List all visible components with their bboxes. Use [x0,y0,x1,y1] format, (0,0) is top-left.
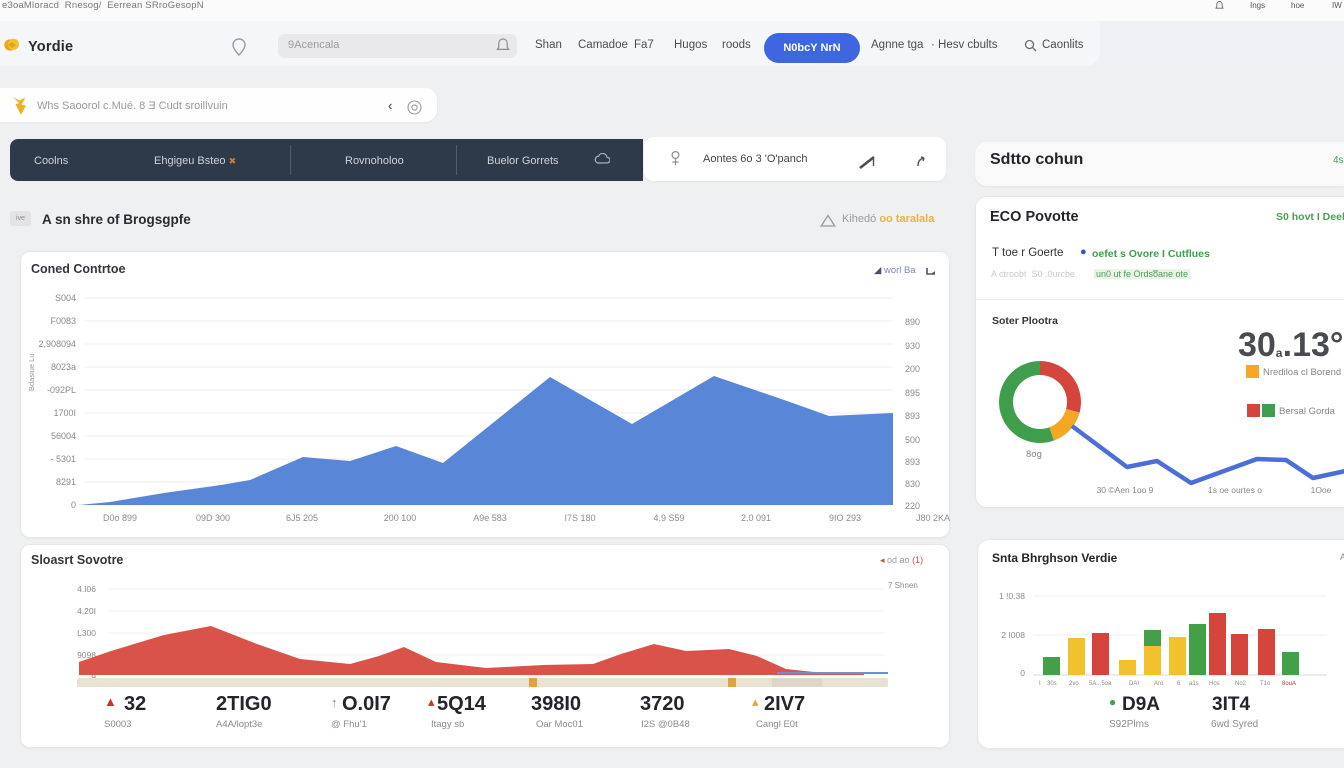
svg-text:56004: 56004 [51,431,76,441]
svg-text:8ouA: 8ouA [1282,681,1296,687]
svg-text:1Ooe: 1Ooe [1311,485,1332,495]
svg-text:6J5 205: 6J5 205 [286,513,318,523]
svg-text:930: 930 [905,341,920,351]
svg-text:6: 6 [1177,681,1181,687]
svg-text:1s oe ourtes o: 1s oe ourtes o [1208,485,1262,495]
svg-text:0: 0 [1020,668,1025,678]
svg-text:9098: 9098 [77,650,96,660]
svg-text:30s: 30s [1047,681,1057,687]
svg-text:09D 300: 09D 300 [196,513,230,523]
svg-text:D0o 899: D0o 899 [103,513,137,523]
svg-text:DAI: DAI [1129,681,1139,687]
svg-text:500: 500 [905,435,920,445]
svg-text:8023a: 8023a [51,362,76,372]
svg-text:T1o: T1o [1260,681,1271,687]
svg-text:0: 0 [71,500,76,510]
svg-text:2,908094: 2,908094 [38,339,76,349]
svg-text:9IO 293: 9IO 293 [829,513,861,523]
svg-text:8oɡ: 8oɡ [1026,449,1042,460]
svg-text:893: 893 [905,457,920,467]
svg-text:5A...5oa: 5A...5oa [1089,681,1112,687]
svg-text:-092PL: -092PL [47,385,76,395]
svg-text:F0083: F0083 [50,316,76,326]
svg-text:A9e 583: A9e 583 [473,513,507,523]
svg-text:Hos: Hos [1209,681,1220,687]
svg-text:2 I008: 2 I008 [1001,630,1025,640]
svg-text:a1s: a1s [1189,681,1199,687]
svg-text:890: 890 [905,317,920,327]
svg-text:Aro: Aro [1154,681,1164,687]
svg-text:J80 2KA: J80 2KA [916,513,950,523]
svg-text:Bdasiue Lu: Bdasiue Lu [27,353,36,391]
svg-text:200: 200 [905,364,920,374]
svg-text:4.20I: 4.20I [77,606,96,616]
svg-text:No2: No2 [1235,681,1247,687]
svg-text:1 !0.38: 1 !0.38 [999,591,1025,601]
svg-text:4.I06: 4.I06 [77,584,96,594]
svg-text:30 ©Aen 1oo 9: 30 ©Aen 1oo 9 [1097,485,1154,495]
svg-text:200 100: 200 100 [384,513,417,523]
svg-text:I: I [1039,681,1041,687]
svg-text:2.0 091: 2.0 091 [741,513,771,523]
svg-text:220: 220 [905,501,920,511]
svg-text:I7S 180: I7S 180 [564,513,595,523]
svg-text:- 5301: - 5301 [50,454,76,464]
svg-text:S004: S004 [55,293,76,303]
svg-text:L300: L300 [77,628,96,638]
svg-text:830: 830 [905,479,920,489]
svg-text:9: 9 [91,672,96,682]
svg-text:1700I: 1700I [53,408,76,418]
svg-text:895: 895 [905,388,920,398]
svg-text:893: 893 [905,411,920,421]
svg-text:4.9 S59: 4.9 S59 [653,513,684,523]
svg-text:8291: 8291 [56,477,76,487]
svg-text:2vo: 2vo [1069,681,1079,687]
